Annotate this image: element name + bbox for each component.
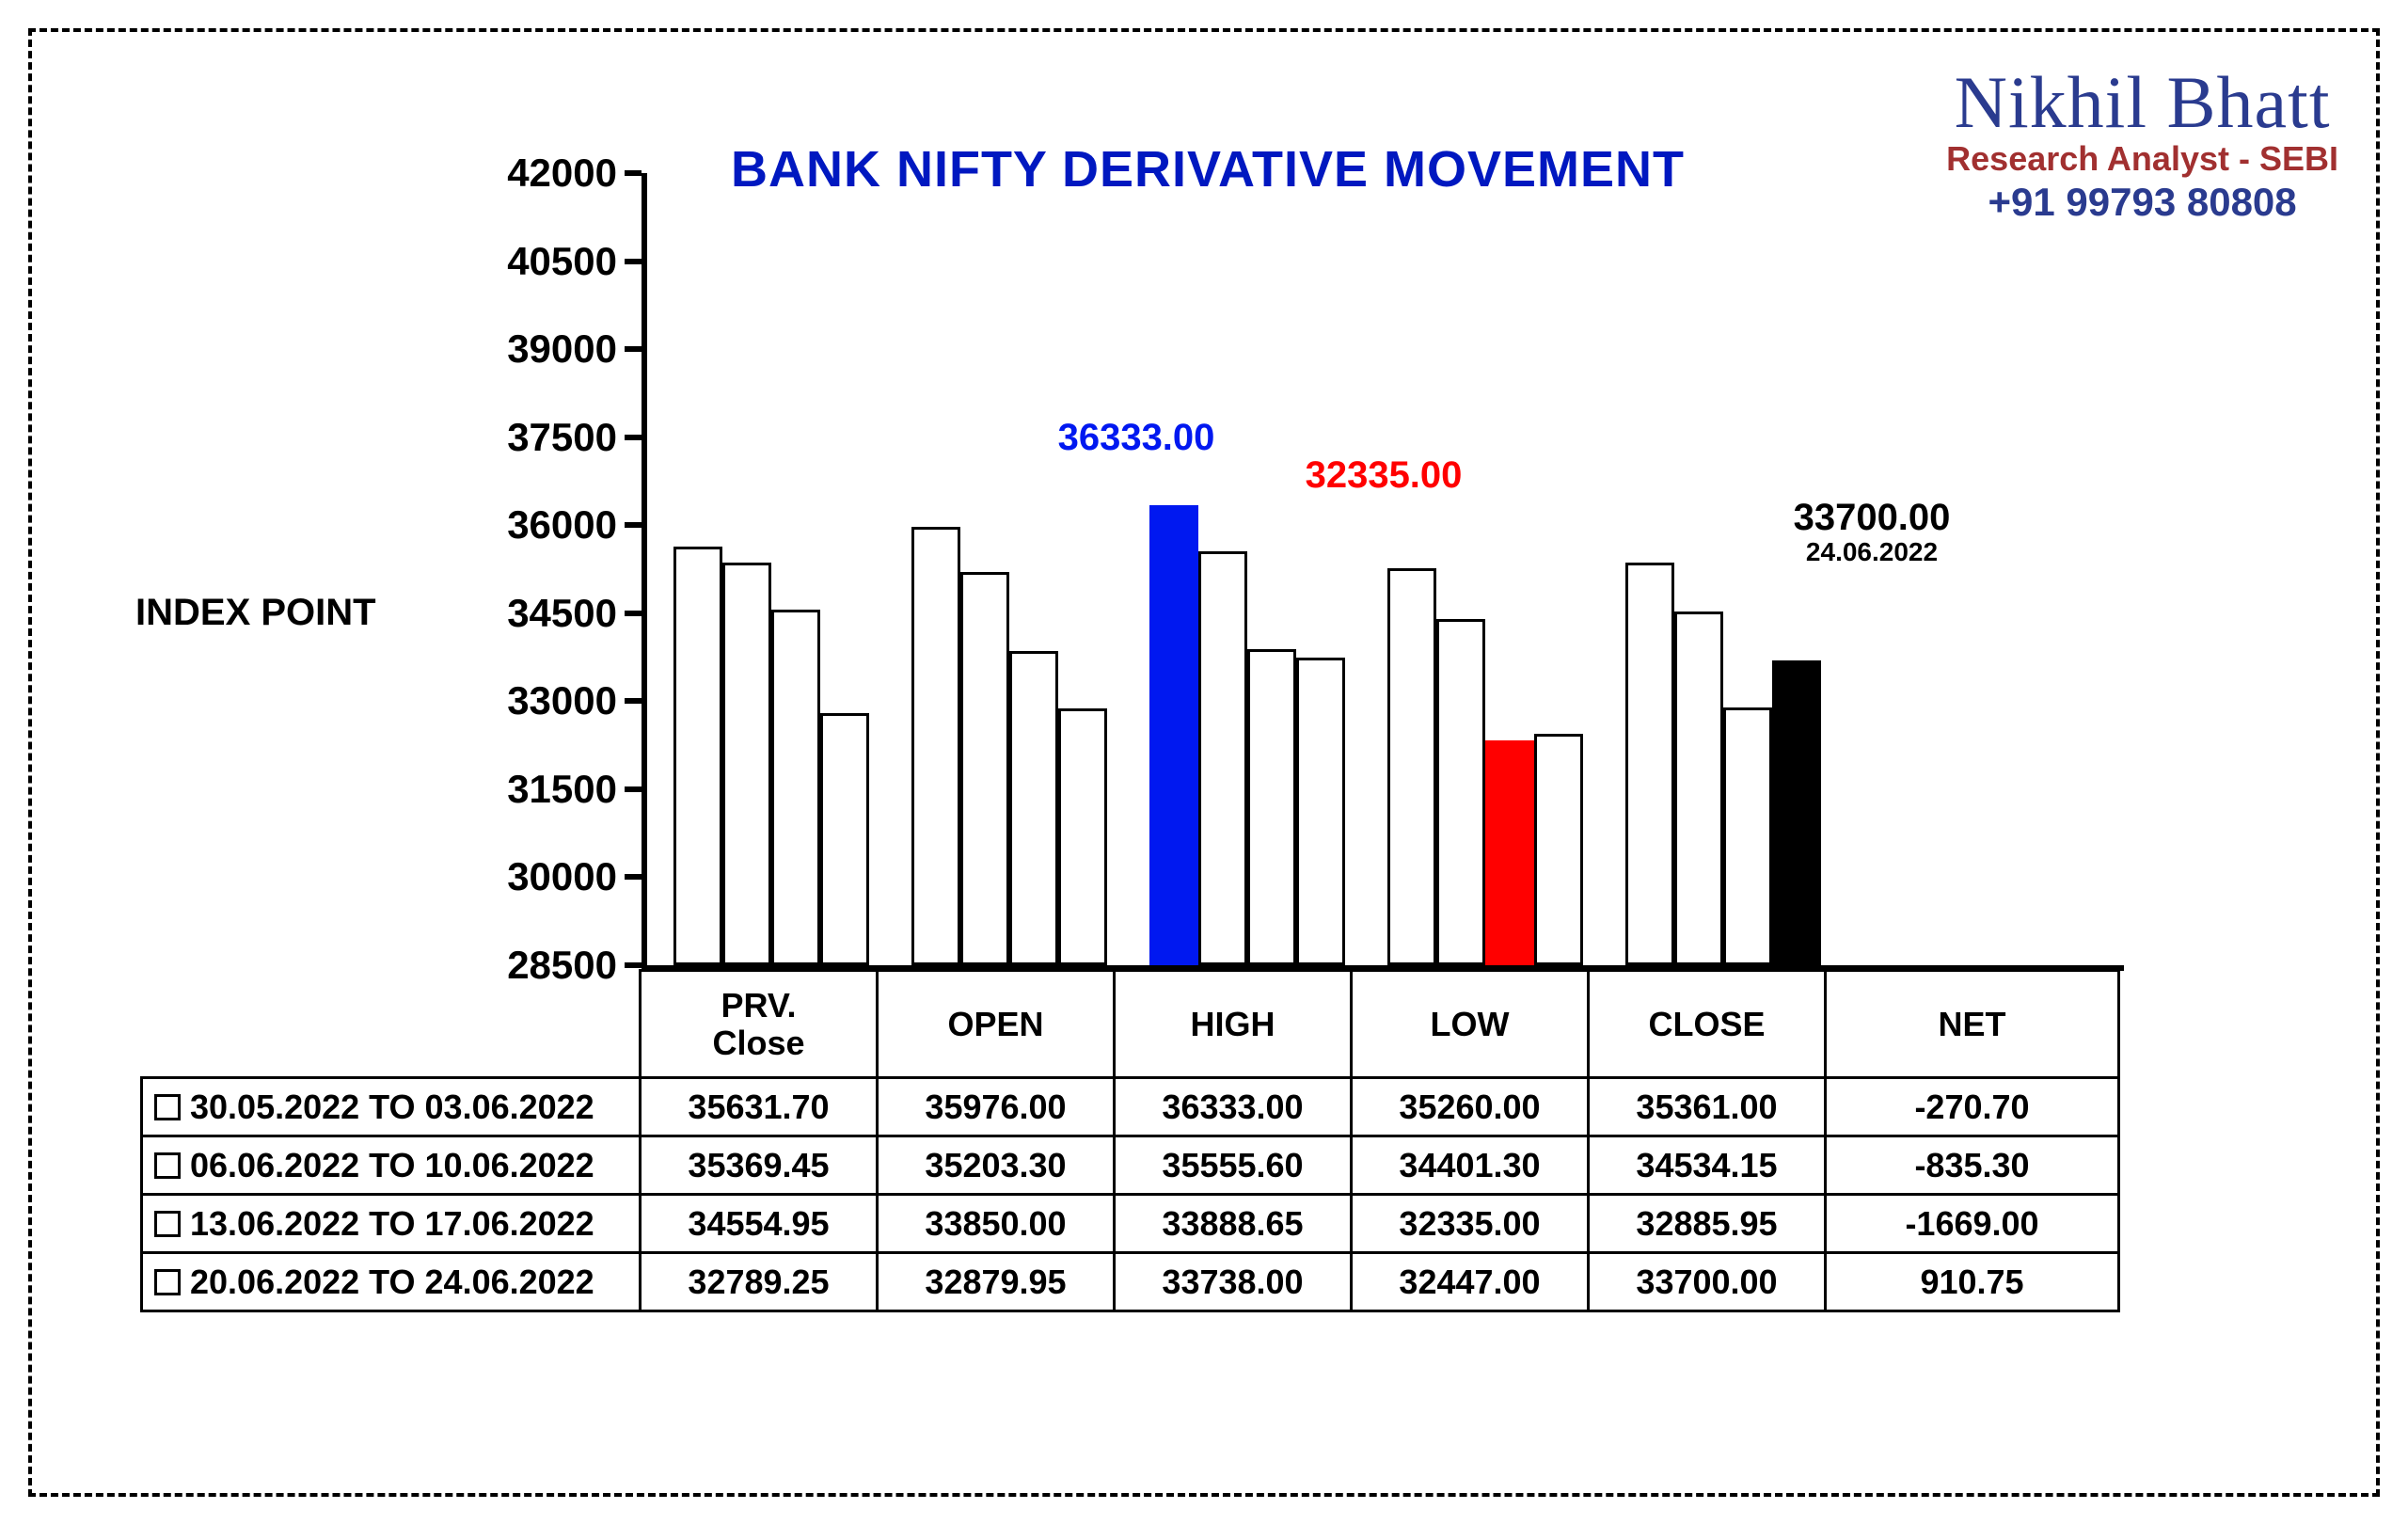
y-tick-label: 40500	[507, 239, 617, 284]
page: Nikhil Bhatt Research Analyst - SEBI +91…	[0, 0, 2408, 1525]
legend-marker-icon	[154, 1211, 181, 1237]
table-cell: 33850.00	[878, 1195, 1115, 1253]
y-tick-label: 39000	[507, 326, 617, 372]
bar	[820, 713, 869, 965]
y-axis-line	[642, 173, 647, 965]
table-row: 20.06.2022 TO 24.06.202232789.2532879.95…	[142, 1253, 2119, 1311]
table-column-header: HIGH	[1115, 971, 1352, 1078]
data-table: PRV.CloseOPENHIGHLOWCLOSENET30.05.2022 T…	[140, 969, 2120, 1312]
y-tick-label: 42000	[507, 151, 617, 196]
table-cell: 35260.00	[1352, 1078, 1589, 1136]
table-cell: 32879.95	[878, 1253, 1115, 1311]
bar	[1198, 551, 1247, 965]
table-cell: 35976.00	[878, 1078, 1115, 1136]
y-tick-label: 31500	[507, 767, 617, 812]
legend-marker-icon	[154, 1094, 181, 1120]
chart-annotation: 33700.0024.06.2022	[1794, 497, 1951, 567]
table-cell: 32335.00	[1352, 1195, 1589, 1253]
legend-marker-icon	[154, 1152, 181, 1179]
bar	[1058, 708, 1107, 965]
y-tick-label: 33000	[507, 678, 617, 723]
y-tick-label: 37500	[507, 415, 617, 460]
table-column-header: PRV.Close	[641, 971, 878, 1078]
signature-role: Research Analyst - SEBI	[1946, 139, 2338, 178]
bar	[1247, 649, 1296, 965]
y-tick	[625, 698, 642, 704]
table-row-header: 06.06.2022 TO 10.06.2022	[142, 1136, 641, 1195]
table-cell: 910.75	[1826, 1253, 2119, 1311]
bar	[1625, 563, 1674, 965]
table-cell: 32447.00	[1352, 1253, 1589, 1311]
table-cell: 33700.00	[1589, 1253, 1826, 1311]
bar	[1436, 619, 1485, 965]
table-cell: -270.70	[1826, 1078, 2119, 1136]
bar	[1723, 707, 1772, 965]
bar-chart: 2850030000315003300034500360003750039000…	[642, 173, 1830, 965]
bar	[911, 527, 960, 965]
table-cell: 35203.30	[878, 1136, 1115, 1195]
table-cell: 34401.30	[1352, 1136, 1589, 1195]
table-cell: 33738.00	[1115, 1253, 1352, 1311]
table-cell: 33888.65	[1115, 1195, 1352, 1253]
bar	[1772, 660, 1821, 965]
y-tick	[625, 170, 642, 176]
bar	[1009, 651, 1058, 965]
table-row-header: 30.05.2022 TO 03.06.2022	[142, 1078, 641, 1136]
bar	[960, 572, 1009, 965]
legend-marker-icon	[154, 1269, 181, 1295]
y-tick	[625, 522, 642, 528]
table-row: 06.06.2022 TO 10.06.202235369.4535203.30…	[142, 1136, 2119, 1195]
y-tick	[625, 962, 642, 968]
y-axis-label: INDEX POINT	[135, 592, 376, 634]
table-column-header: OPEN	[878, 971, 1115, 1078]
bar	[1534, 734, 1583, 965]
bar	[673, 547, 722, 965]
bar	[1296, 658, 1345, 965]
table-cell: 35369.45	[641, 1136, 878, 1195]
table-column-header: LOW	[1352, 971, 1589, 1078]
table-row: 30.05.2022 TO 03.06.202235631.7035976.00…	[142, 1078, 2119, 1136]
table-cell: 32885.95	[1589, 1195, 1826, 1253]
table-row-header: 20.06.2022 TO 24.06.2022	[142, 1253, 641, 1311]
table-column-header: NET	[1826, 971, 2119, 1078]
y-tick-label: 34500	[507, 591, 617, 636]
table-row: 13.06.2022 TO 17.06.202234554.9533850.00…	[142, 1195, 2119, 1253]
table-cell: 34554.95	[641, 1195, 878, 1253]
chart-annotation: 36333.00	[1058, 417, 1215, 458]
signature-block: Nikhil Bhatt Research Analyst - SEBI +91…	[1946, 60, 2338, 225]
table-cell: -835.30	[1826, 1136, 2119, 1195]
bar	[1674, 612, 1723, 965]
bar	[722, 563, 771, 965]
signature-name: Nikhil Bhatt	[1946, 60, 2338, 145]
table-cell: -1669.00	[1826, 1195, 2119, 1253]
table-cell: 36333.00	[1115, 1078, 1352, 1136]
y-tick	[625, 786, 642, 792]
y-tick	[625, 259, 642, 264]
y-tick	[625, 611, 642, 616]
bar	[1149, 505, 1198, 965]
chart-frame: Nikhil Bhatt Research Analyst - SEBI +91…	[28, 28, 2380, 1497]
table-row-header: 13.06.2022 TO 17.06.2022	[142, 1195, 641, 1253]
y-tick-label: 30000	[507, 854, 617, 899]
y-tick-label: 36000	[507, 502, 617, 548]
table-cell: 34534.15	[1589, 1136, 1826, 1195]
signature-phone: +91 99793 80808	[1946, 180, 2338, 225]
table-column-header: CLOSE	[1589, 971, 1826, 1078]
bar	[1387, 568, 1436, 965]
table-cell: 35361.00	[1589, 1078, 1826, 1136]
y-tick	[625, 435, 642, 440]
y-tick	[625, 346, 642, 352]
bar	[1485, 740, 1534, 965]
chart-annotation: 32335.00	[1306, 454, 1463, 496]
y-tick	[625, 874, 642, 880]
table-header-spacer	[142, 971, 641, 1078]
table-cell: 32789.25	[641, 1253, 878, 1311]
table-cell: 35555.60	[1115, 1136, 1352, 1195]
bar	[771, 610, 820, 965]
table-cell: 35631.70	[641, 1078, 878, 1136]
